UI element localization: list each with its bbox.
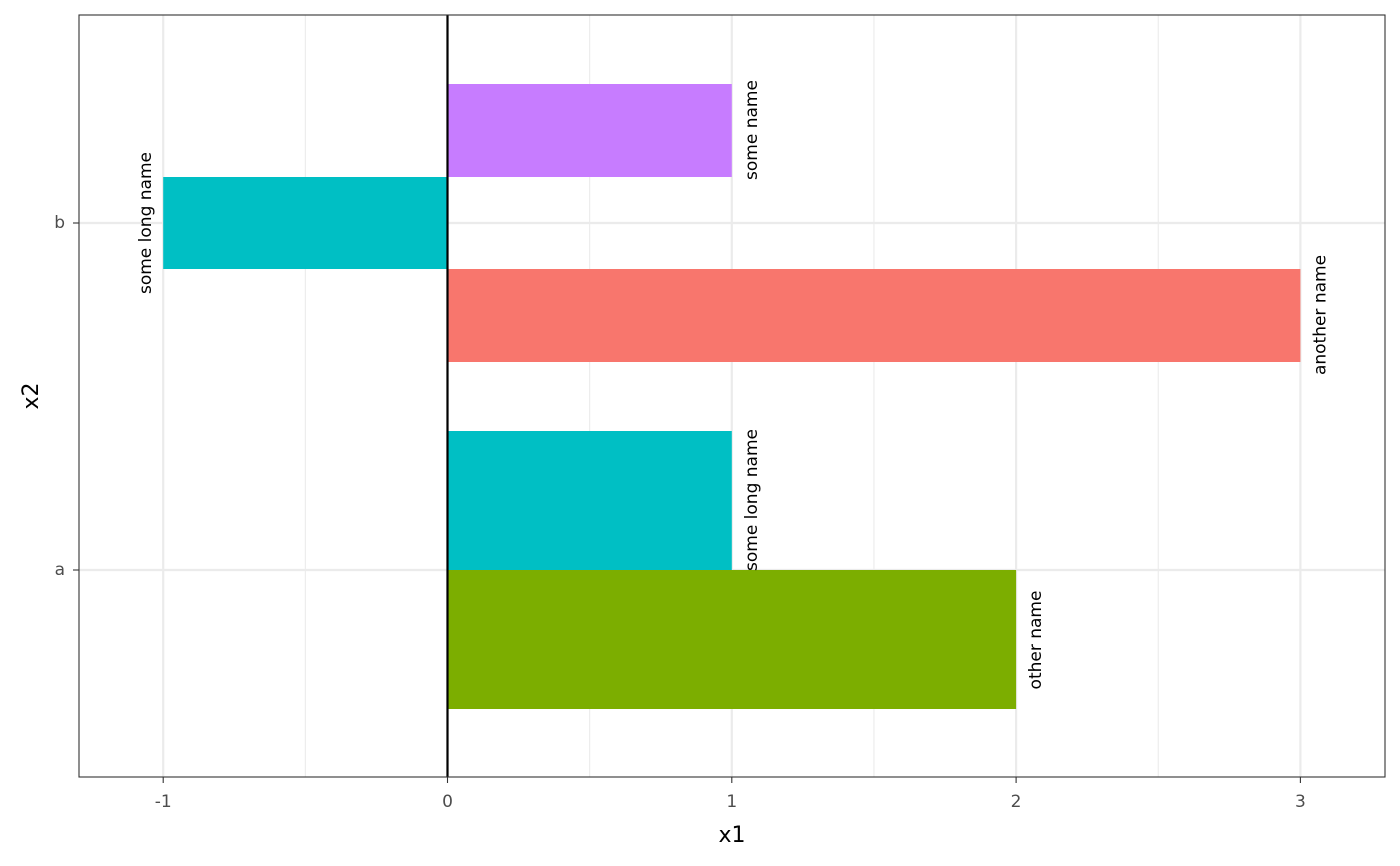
y-axis-title: x2: [19, 382, 44, 409]
x-tick-label: 1: [726, 792, 737, 812]
x-tick-label: 3: [1295, 792, 1306, 812]
x-tick-label: -1: [155, 792, 172, 812]
bar-label: another name: [1310, 255, 1330, 375]
bar-label: other name: [1026, 591, 1046, 690]
bar-b: [447, 84, 732, 177]
x-axis-title: x1: [718, 823, 745, 848]
bar-label: some long name: [742, 429, 762, 571]
bar-b: [163, 177, 448, 269]
bars: [163, 84, 1301, 709]
bar-label: some long name: [136, 152, 156, 294]
x-axis: -1 0 1 2 3: [155, 777, 1306, 812]
y-tick-label: b: [54, 213, 65, 233]
x-tick-label: 2: [1011, 792, 1022, 812]
x-tick-label: 0: [442, 792, 453, 812]
y-tick-label: a: [55, 560, 65, 580]
bar-a: [447, 570, 1017, 709]
bar-labels: other name some long name another name some…: [136, 80, 1330, 689]
y-axis: ab: [54, 213, 79, 580]
bar-b: [447, 269, 1301, 362]
bar-label: some name: [742, 80, 762, 180]
bar-a: [447, 431, 732, 570]
